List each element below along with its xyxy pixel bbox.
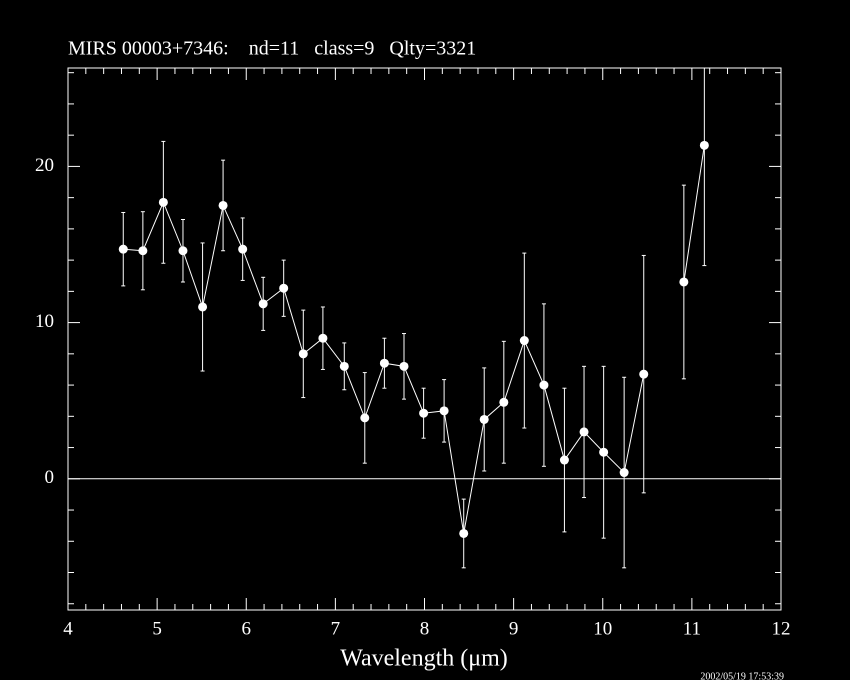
data-point [679, 277, 689, 287]
data-line [683, 145, 705, 283]
data-point [479, 414, 489, 424]
data-point [318, 333, 328, 343]
x-tick-label: 4 [63, 618, 73, 639]
data-point [360, 413, 370, 423]
data-point [699, 140, 709, 150]
data-point [639, 369, 649, 379]
data-point [599, 447, 609, 457]
x-tick-label: 5 [152, 618, 162, 639]
x-tick-label: 11 [683, 618, 701, 639]
data-point [619, 468, 629, 478]
chart-title: MIRS 00003+7346: nd=11 class=9 Qlty=3321 [68, 38, 476, 60]
data-line [123, 201, 645, 534]
data-point [579, 427, 589, 437]
x-tick-label: 10 [593, 618, 612, 639]
data-point [459, 528, 469, 538]
data-point [178, 246, 188, 256]
x-axis-label: Wavelength (μm) [340, 646, 508, 672]
plot-frame [67, 67, 782, 611]
data-point [439, 406, 449, 416]
data-point [298, 349, 308, 359]
x-tick-label: 8 [420, 618, 430, 639]
x-tick-label: 6 [242, 618, 252, 639]
data-point [198, 302, 208, 312]
data-point [279, 283, 289, 293]
data-point [559, 455, 569, 465]
x-tick-label: 7 [331, 618, 341, 639]
data-point [158, 197, 168, 207]
data-point [238, 244, 248, 254]
y-tick-label: 10 [35, 311, 54, 332]
x-tick-label: 9 [509, 618, 519, 639]
x-tick-label: 12 [772, 618, 791, 639]
data-point [339, 361, 349, 371]
data-point [118, 244, 128, 254]
data-point [499, 397, 509, 407]
y-tick-label: 0 [45, 467, 55, 488]
data-point [399, 361, 409, 371]
data-point [258, 299, 268, 309]
timestamp: 2002/05/19 17:53:39 [700, 671, 784, 680]
data-point [379, 358, 389, 368]
data-point [419, 408, 429, 418]
data-point [138, 246, 148, 256]
data-point [539, 380, 549, 390]
y-tick-label: 20 [35, 155, 54, 176]
data-point [218, 200, 228, 210]
data-point [519, 336, 529, 346]
